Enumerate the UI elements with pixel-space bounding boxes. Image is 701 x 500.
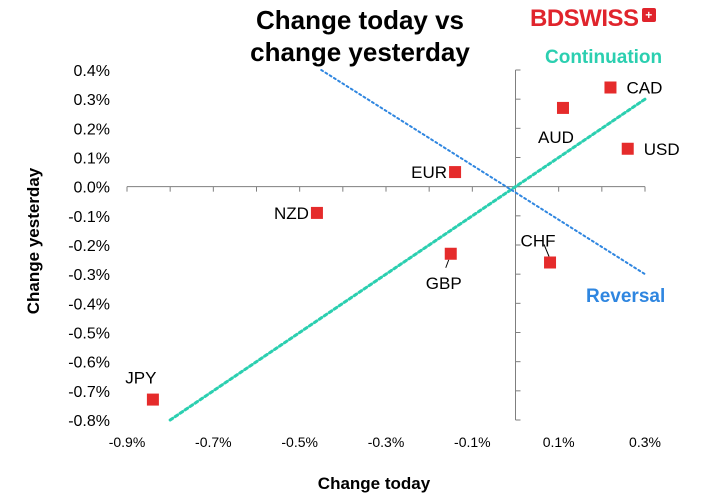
point-leader-line bbox=[543, 244, 550, 257]
chart-title-line-1: Change today vs bbox=[255, 5, 465, 35]
y-tick-label: -0.2% bbox=[68, 238, 110, 255]
x-tick-label: 0.3% bbox=[629, 434, 661, 450]
y-tick-label: 0.3% bbox=[74, 92, 110, 109]
x-axis-title: Change today bbox=[317, 474, 431, 493]
y-tick-label: 0.1% bbox=[74, 151, 110, 168]
y-tick-label: 0.0% bbox=[74, 180, 110, 197]
point-marker-chf bbox=[544, 256, 557, 269]
x-tick-label: -0.1% bbox=[454, 434, 491, 450]
y-tick-label: -0.1% bbox=[68, 209, 110, 226]
chart-title: Change today vs change yesterday bbox=[160, 4, 560, 68]
point-label-jpy: JPY bbox=[125, 369, 156, 388]
y-tick-label: -0.4% bbox=[68, 296, 110, 313]
point-label-aud: AUD bbox=[538, 128, 574, 147]
point-label-nzd: NZD bbox=[274, 204, 309, 223]
point-marker-nzd bbox=[310, 206, 323, 219]
y-tick-label: -0.5% bbox=[68, 326, 110, 343]
point-label-chf: CHF bbox=[521, 232, 556, 251]
annotation-reversal: Reversal bbox=[586, 286, 665, 307]
brand-logo-badge-icon: + bbox=[641, 8, 656, 22]
annotation-continuation: Continuation bbox=[545, 47, 662, 68]
x-tick-label: -0.7% bbox=[195, 434, 232, 450]
point-marker-gbp bbox=[444, 247, 457, 260]
point-label-cad: CAD bbox=[626, 79, 662, 98]
point-leader-line bbox=[445, 259, 450, 268]
point-label-gbp: GBP bbox=[426, 274, 462, 293]
y-tick-label: -0.3% bbox=[68, 267, 110, 284]
point-marker-aud bbox=[556, 101, 569, 114]
y-tick-label: 0.4% bbox=[74, 63, 110, 80]
point-marker-cad bbox=[604, 81, 617, 94]
y-tick-label: -0.7% bbox=[68, 384, 110, 401]
x-tick-label: -0.5% bbox=[281, 434, 318, 450]
x-tick-label: -0.9% bbox=[109, 434, 146, 450]
point-marker-eur bbox=[449, 166, 462, 179]
y-tick-label: -0.6% bbox=[68, 355, 110, 372]
y-axis-title: Change yesterday bbox=[24, 167, 43, 315]
point-marker-usd bbox=[621, 142, 634, 155]
point-marker-jpy bbox=[146, 393, 159, 406]
y-tick-label: -0.8% bbox=[68, 413, 110, 430]
point-label-eur: EUR bbox=[411, 163, 447, 182]
x-tick-label: -0.3% bbox=[368, 434, 405, 450]
y-tick-label: 0.2% bbox=[74, 121, 110, 138]
brand-logo: BDSWISS + bbox=[530, 5, 656, 32]
reference-line-continuation bbox=[168, 97, 647, 422]
chart-title-line-2: change yesterday bbox=[250, 37, 470, 67]
point-label-usd: USD bbox=[644, 140, 680, 159]
x-tick-label: 0.1% bbox=[543, 434, 575, 450]
reference-line-reversal bbox=[320, 69, 646, 276]
brand-logo-text: BDSWISS bbox=[530, 5, 639, 32]
